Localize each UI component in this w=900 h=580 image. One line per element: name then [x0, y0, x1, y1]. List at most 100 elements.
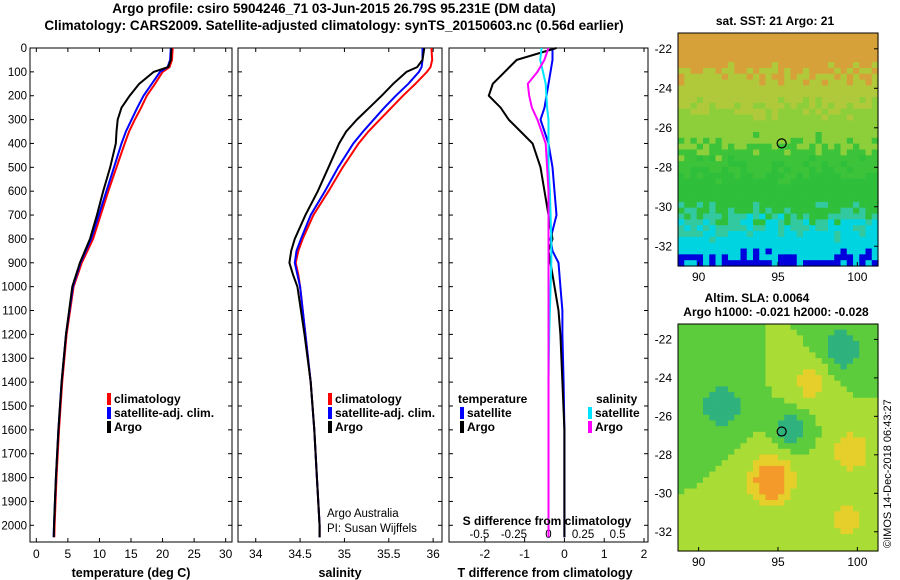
map-cell: [828, 522, 835, 529]
map-cell: [865, 236, 873, 244]
map-cell: [821, 260, 829, 267]
map-cell: [709, 335, 717, 342]
map-cell: [815, 50, 823, 57]
map-cell: [859, 196, 867, 203]
map-cell: [678, 533, 685, 541]
map-cell: [721, 260, 729, 267]
map-cell: [859, 403, 867, 410]
map-cell: [803, 409, 810, 416]
map-cell: [734, 363, 742, 370]
map-cell: [684, 236, 692, 244]
map-cell: [709, 431, 717, 439]
map-cell: [790, 44, 798, 52]
map-cell: [853, 254, 860, 261]
map-cell: [865, 242, 873, 250]
map-cell: [828, 62, 835, 69]
map-cell: [871, 67, 879, 75]
map-cell: [753, 120, 760, 127]
map-cell: [759, 516, 767, 524]
map-cell: [840, 231, 848, 238]
map-cell: [828, 219, 835, 226]
map-cell: [746, 335, 754, 342]
map-cell: [809, 516, 817, 524]
map-cell: [796, 236, 804, 244]
map-cell: [784, 190, 792, 197]
map-cell: [715, 431, 723, 439]
map-cell: [759, 236, 767, 244]
y-tick-label: 600: [8, 186, 27, 198]
map-cell: [753, 137, 760, 145]
map-cell: [859, 33, 867, 40]
map-cell: [778, 79, 785, 87]
map-cell: [840, 73, 848, 81]
map-cell: [709, 346, 717, 353]
map-cell: [871, 403, 879, 410]
map-cell: [828, 380, 835, 388]
map-cell: [690, 155, 698, 162]
map-cell: [740, 201, 748, 209]
map-x-tick-label: 100: [847, 270, 867, 284]
map-cell: [703, 50, 710, 57]
map-cell: [809, 73, 817, 81]
map-cell: [859, 102, 867, 110]
map-cell: [715, 403, 723, 410]
map-cell: [865, 50, 873, 57]
map-cell: [859, 465, 867, 473]
map-cell: [784, 528, 792, 535]
map-cell: [678, 120, 685, 127]
map-cell: [771, 477, 779, 484]
map-cell: [796, 369, 804, 376]
map-cell: [728, 62, 735, 69]
map-cell: [703, 454, 710, 461]
map-cell: [734, 213, 742, 220]
map-cell: [721, 516, 729, 524]
map-cell: [696, 143, 704, 151]
map-cell: [846, 178, 854, 186]
map-cell: [828, 161, 835, 168]
map-cell: [790, 375, 798, 382]
map-cell: [865, 477, 873, 484]
map-cell: [796, 346, 804, 353]
map-cell: [784, 426, 792, 433]
map-cell: [859, 335, 867, 342]
map-cell: [821, 114, 829, 121]
map-cell: [746, 102, 754, 110]
map-cell: [865, 414, 873, 422]
map-cell: [815, 511, 823, 518]
map-cell: [834, 488, 842, 495]
map-cell: [790, 488, 798, 495]
map-cell: [753, 231, 760, 238]
map-cell: [753, 352, 760, 359]
map-cell: [746, 522, 754, 529]
map-cell: [771, 392, 779, 399]
map-cell: [715, 91, 723, 98]
map-cell: [840, 488, 848, 495]
map-cell: [803, 352, 810, 359]
map-cell: [815, 91, 823, 98]
map-cell: [809, 448, 817, 456]
map-cell: [715, 380, 723, 388]
y-tick-label: 1100: [2, 306, 27, 318]
map-cell: [678, 482, 685, 490]
map-cell: [840, 499, 848, 507]
map-cell: [859, 254, 867, 261]
map-cell: [678, 236, 685, 244]
map-cell: [721, 380, 729, 388]
map-cell: [690, 448, 698, 456]
map-cell: [734, 219, 742, 226]
map-cell: [821, 335, 829, 342]
map-cell: [784, 137, 792, 145]
map-cell: [865, 126, 873, 133]
map-cell: [715, 143, 723, 151]
map-cell: [828, 516, 835, 524]
map-cell: [734, 386, 742, 393]
map-cell: [853, 358, 860, 365]
map-cell: [828, 67, 835, 75]
map-cell: [740, 44, 748, 52]
map-cell: [815, 358, 823, 365]
map-cell: [853, 102, 860, 110]
map-cell: [809, 114, 817, 121]
map-cell: [771, 414, 779, 422]
map-cell: [778, 352, 785, 359]
panel-salinity: 34 34.5 35 35.5 36: [238, 47, 442, 561]
